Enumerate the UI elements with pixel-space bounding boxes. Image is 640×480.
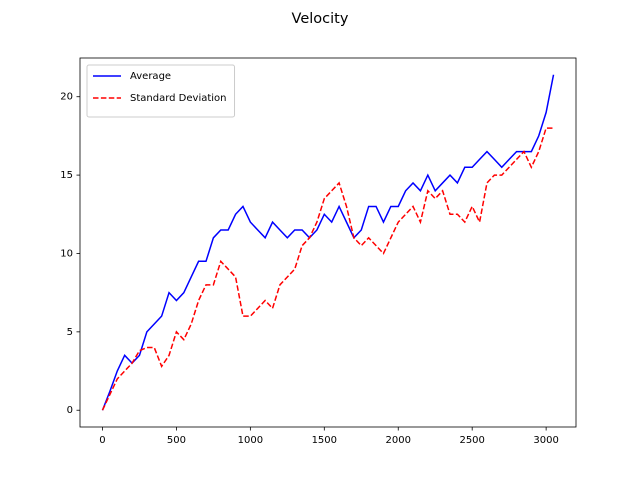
x-tick-label: 2000 [386,435,411,446]
plot-frame [79,57,577,428]
y-tick-label: 10 [60,248,73,259]
x-tick-label: 2500 [459,435,484,446]
y-tick-label: 5 [67,327,73,338]
x-tick-label: 500 [167,435,186,446]
y-tick-label: 20 [60,92,73,103]
legend: Average Standard Deviation [86,64,236,118]
x-tick-label: 3000 [533,435,558,446]
x-tick-label: 1000 [238,435,263,446]
y-tick-label: 15 [60,170,73,181]
chart-title: Velocity [292,11,349,27]
y-tick-label: 0 [67,405,73,416]
series-line [101,74,555,411]
series-line [101,127,554,411]
x-tick-label: 0 [99,435,105,446]
x-tick-label: 1500 [312,435,337,446]
legend-label: Average [130,71,171,82]
legend-label: Standard Deviation [130,93,227,104]
legend-box [86,64,236,118]
